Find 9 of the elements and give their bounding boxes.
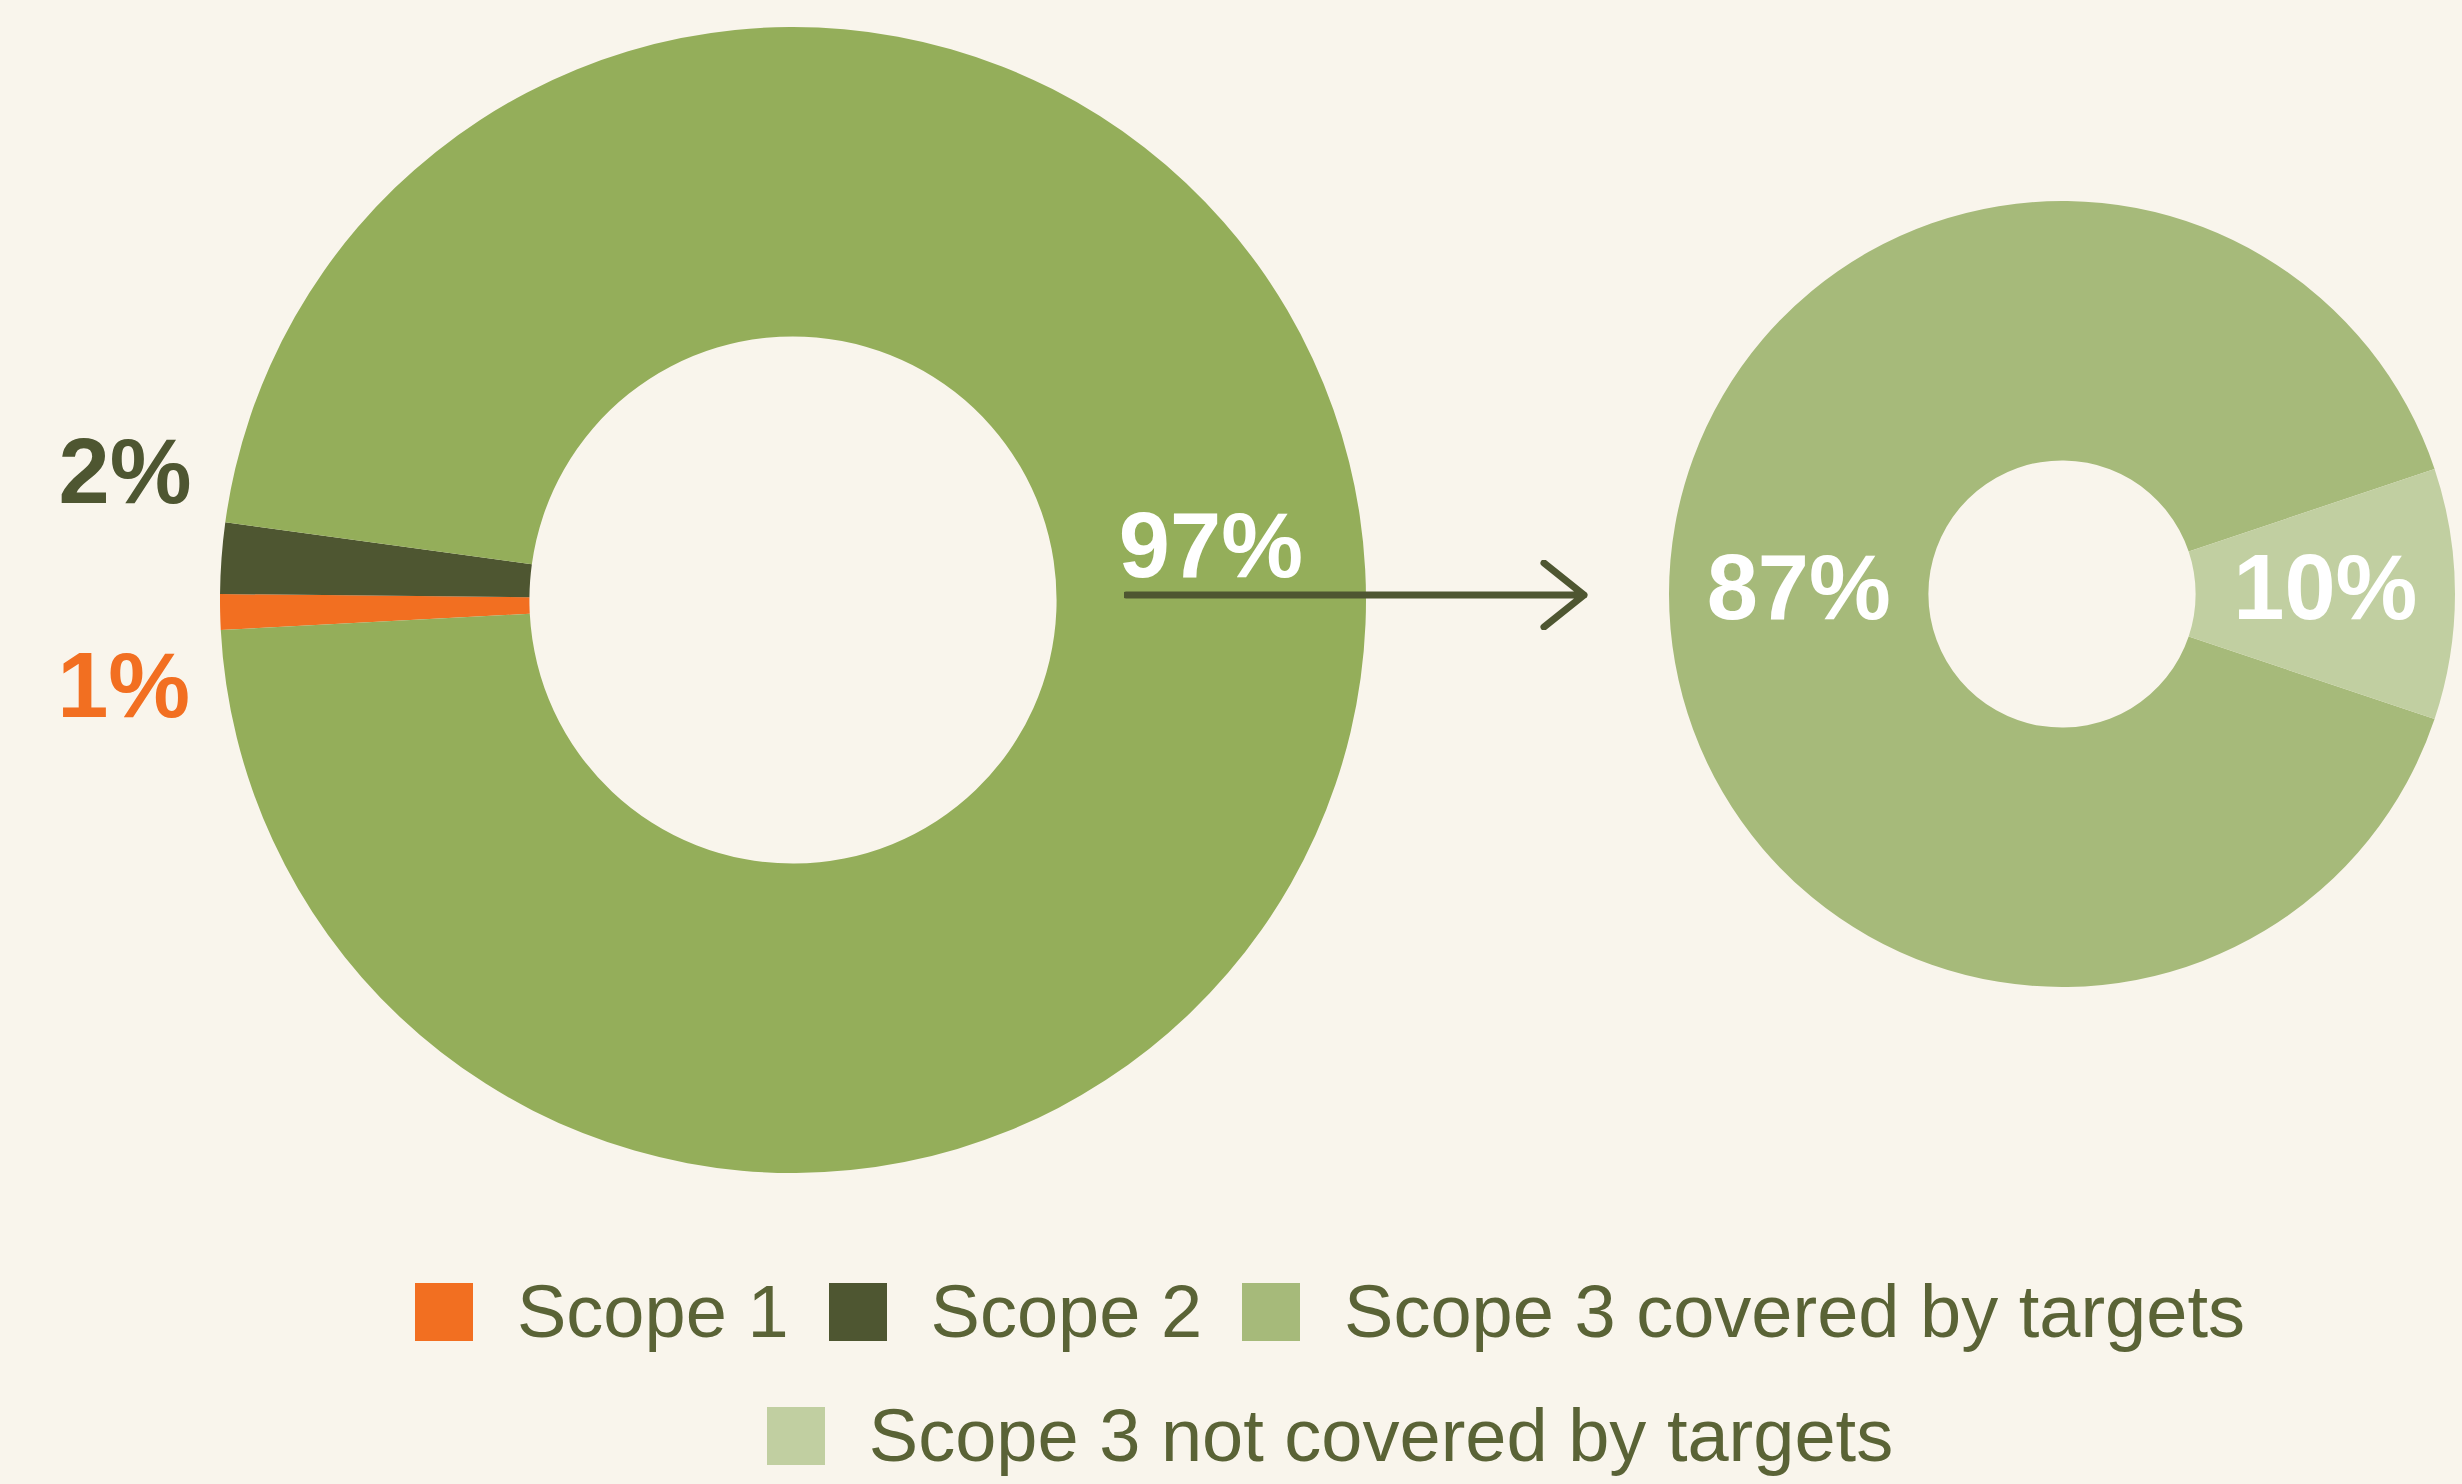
data-label: 2% [58, 420, 192, 523]
legend-label: Scope 1 [517, 1270, 789, 1354]
legend-label: Scope 3 covered by targets [1344, 1270, 2245, 1354]
data-label: 1% [57, 634, 191, 737]
data-label: 97% [1118, 493, 1303, 596]
legend-label: Scope 3 not covered by targets [868, 1394, 1894, 1478]
data-label: 10% [2233, 536, 2418, 639]
data-label: 87% [1706, 536, 1891, 639]
legend-label: Scope 2 [930, 1270, 1203, 1354]
